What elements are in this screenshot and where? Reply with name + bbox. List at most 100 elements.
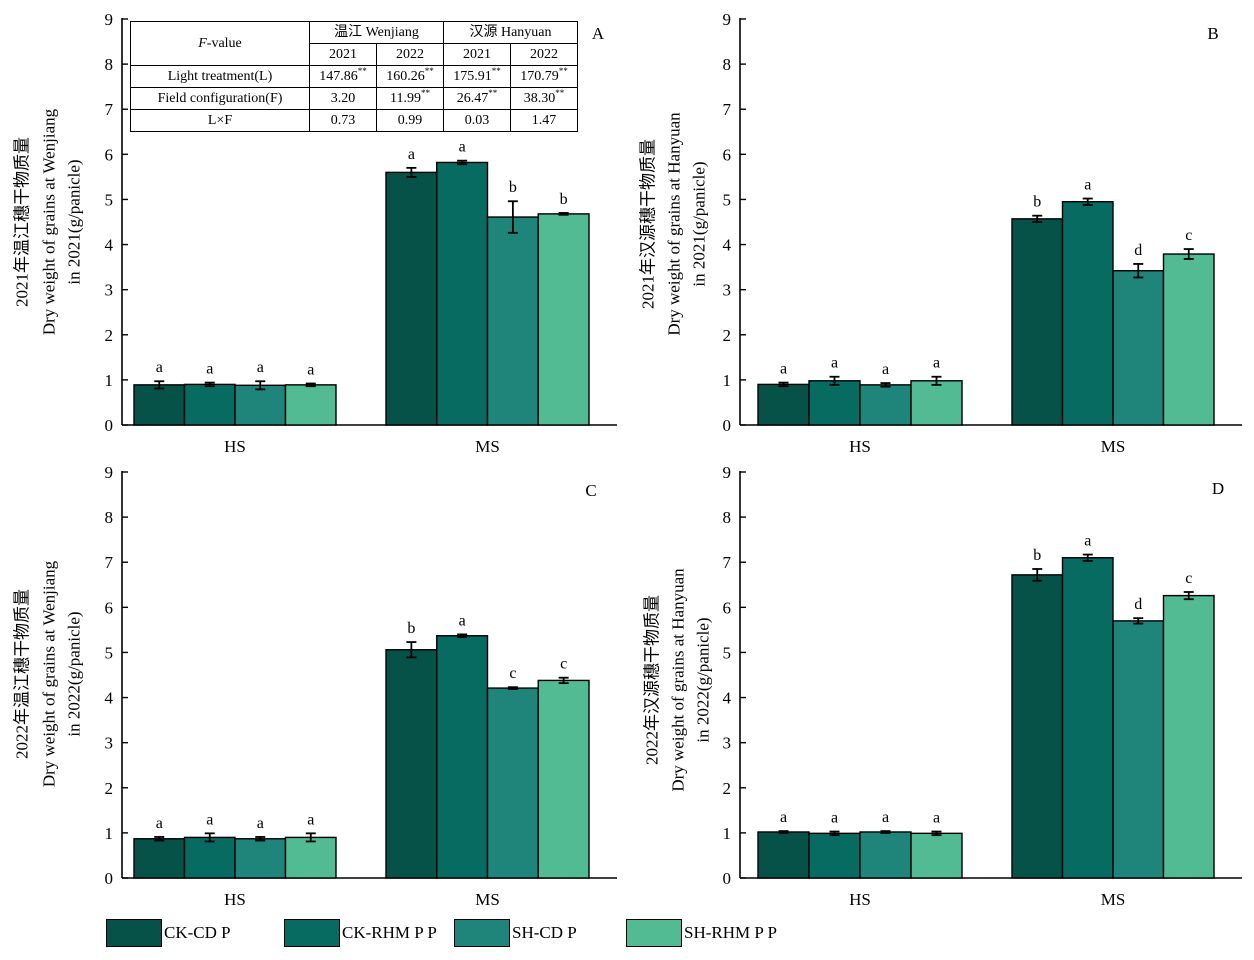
y-tick-label: 5 xyxy=(723,643,732,662)
y-tick-label: 0 xyxy=(105,416,114,435)
significance-letter: b xyxy=(407,620,415,637)
chart-panel-c: 0 1 2 3 4 5 6 7 8 9 2022年温江穗干物质量 Dry weight of grai… xyxy=(13,463,617,909)
y-axis-title: 2022年温江穗干物质量 xyxy=(13,589,32,759)
bar xyxy=(436,161,489,426)
x-tick-label: MS xyxy=(1101,890,1126,909)
y-tick-label: 6 xyxy=(723,145,732,164)
x-tick-label: HS xyxy=(849,890,871,909)
significance-letter: a xyxy=(1084,533,1091,550)
bar xyxy=(234,384,287,426)
bar xyxy=(537,213,590,426)
y-tick-label: 1 xyxy=(723,824,732,843)
bar xyxy=(486,687,539,879)
chart-panel-d: 0 1 2 3 4 5 6 7 8 9 2022年汉源穗干物质量 Dry weight of grai… xyxy=(643,463,1242,909)
table-row: L×F 0.73 0.99 0.03 1.47 xyxy=(130,109,578,132)
y-tick-label: 4 xyxy=(105,236,114,255)
significance-letter: a xyxy=(831,810,838,827)
y-tick-label: 8 xyxy=(105,55,114,74)
x-tick-label: HS xyxy=(849,437,871,456)
y-tick-label: 6 xyxy=(105,145,114,164)
bar xyxy=(385,649,438,879)
value-cell: 38.30** xyxy=(510,87,578,110)
y-axis-title: in 2022(g/panicle) xyxy=(694,617,713,742)
y-tick-label: 9 xyxy=(723,463,732,482)
panel-label: D xyxy=(1212,479,1224,498)
bar xyxy=(808,380,861,426)
significance-letter: d xyxy=(1134,242,1142,259)
f-value-header-italic: F xyxy=(198,35,207,51)
year-cell: 2022 xyxy=(510,43,578,66)
bar xyxy=(808,832,861,879)
y-tick-label: 5 xyxy=(723,190,732,209)
significance-letter: c xyxy=(509,665,516,682)
significance-letter: a xyxy=(257,359,264,376)
table-row: Light treatment(L) 147.86** 160.26** 175… xyxy=(130,65,578,88)
significance-letter: a xyxy=(933,355,940,372)
y-tick-label: 9 xyxy=(723,10,732,29)
y-tick-label: 2 xyxy=(723,326,732,345)
bar xyxy=(133,384,186,426)
row-label: Light treatment(L) xyxy=(130,65,310,88)
significance-letter: b xyxy=(1033,547,1041,564)
significance-letter: a xyxy=(156,359,163,376)
y-tick-label: 1 xyxy=(105,371,114,390)
y-axis-title: Dry weight of grains at Wenjiang xyxy=(40,108,59,335)
significance-letter: c xyxy=(1185,570,1192,587)
value-cell: 11.99** xyxy=(376,87,444,110)
y-tick-label: 4 xyxy=(105,689,114,708)
year-cell: 2021 xyxy=(309,43,377,66)
y-tick-label: 9 xyxy=(105,463,114,482)
significance-letter: a xyxy=(257,815,264,832)
y-tick-label: 8 xyxy=(723,55,732,74)
x-tick-label: HS xyxy=(224,890,246,909)
significance-letter: a xyxy=(206,811,213,828)
y-tick-label: 7 xyxy=(723,100,732,119)
y-tick-label: 6 xyxy=(723,598,732,617)
y-tick-label: 9 xyxy=(105,10,114,29)
value-cell: 0.99 xyxy=(376,109,444,132)
value-cell: 147.86** xyxy=(309,65,377,88)
x-tick-label: MS xyxy=(475,437,500,456)
significance-letter: a xyxy=(882,809,889,826)
row-label: L×F xyxy=(130,109,310,132)
bar xyxy=(1112,620,1165,879)
year-cell: 2021 xyxy=(443,43,511,66)
significance-letter: a xyxy=(459,139,466,156)
bar xyxy=(757,831,810,879)
bar xyxy=(1061,557,1114,879)
significance-letter: a xyxy=(206,361,213,378)
location-wenjiang: 温江 Wenjiang xyxy=(309,21,444,44)
significance-letter: a xyxy=(882,361,889,378)
bar xyxy=(859,384,912,426)
y-tick-label: 8 xyxy=(105,508,114,527)
panel-label: C xyxy=(585,481,596,500)
year-cell: 2022 xyxy=(376,43,444,66)
bar xyxy=(183,383,236,426)
row-label: Field configuration(F) xyxy=(130,87,310,110)
bar xyxy=(284,836,337,879)
y-tick-label: 7 xyxy=(723,553,732,572)
bar xyxy=(910,832,963,879)
legend-swatch xyxy=(284,919,340,947)
y-tick-label: 6 xyxy=(105,598,114,617)
bar xyxy=(1162,594,1215,879)
y-tick-label: 5 xyxy=(105,190,114,209)
bar xyxy=(910,380,963,426)
legend-label: CK-CD P xyxy=(164,923,231,942)
bar xyxy=(757,383,810,426)
significance-letter: b xyxy=(1033,194,1041,211)
legend-item-ck-rhm: CK-RHM P P xyxy=(284,918,437,948)
y-axis-title: 2022年汉源穗干物质量 xyxy=(643,595,662,765)
bar xyxy=(133,838,186,879)
y-axis-title: in 2021(g/panicle) xyxy=(690,161,709,286)
bar xyxy=(284,384,337,426)
bar xyxy=(486,216,539,426)
bar xyxy=(1162,253,1215,426)
legend-label: SH-CD P xyxy=(512,923,577,942)
y-tick-label: 0 xyxy=(723,416,732,435)
y-tick-label: 0 xyxy=(723,869,732,888)
value-cell: 1.47 xyxy=(510,109,578,132)
legend-item-sh-rhm: SH-RHM P P xyxy=(626,918,777,948)
bar xyxy=(1061,200,1114,426)
